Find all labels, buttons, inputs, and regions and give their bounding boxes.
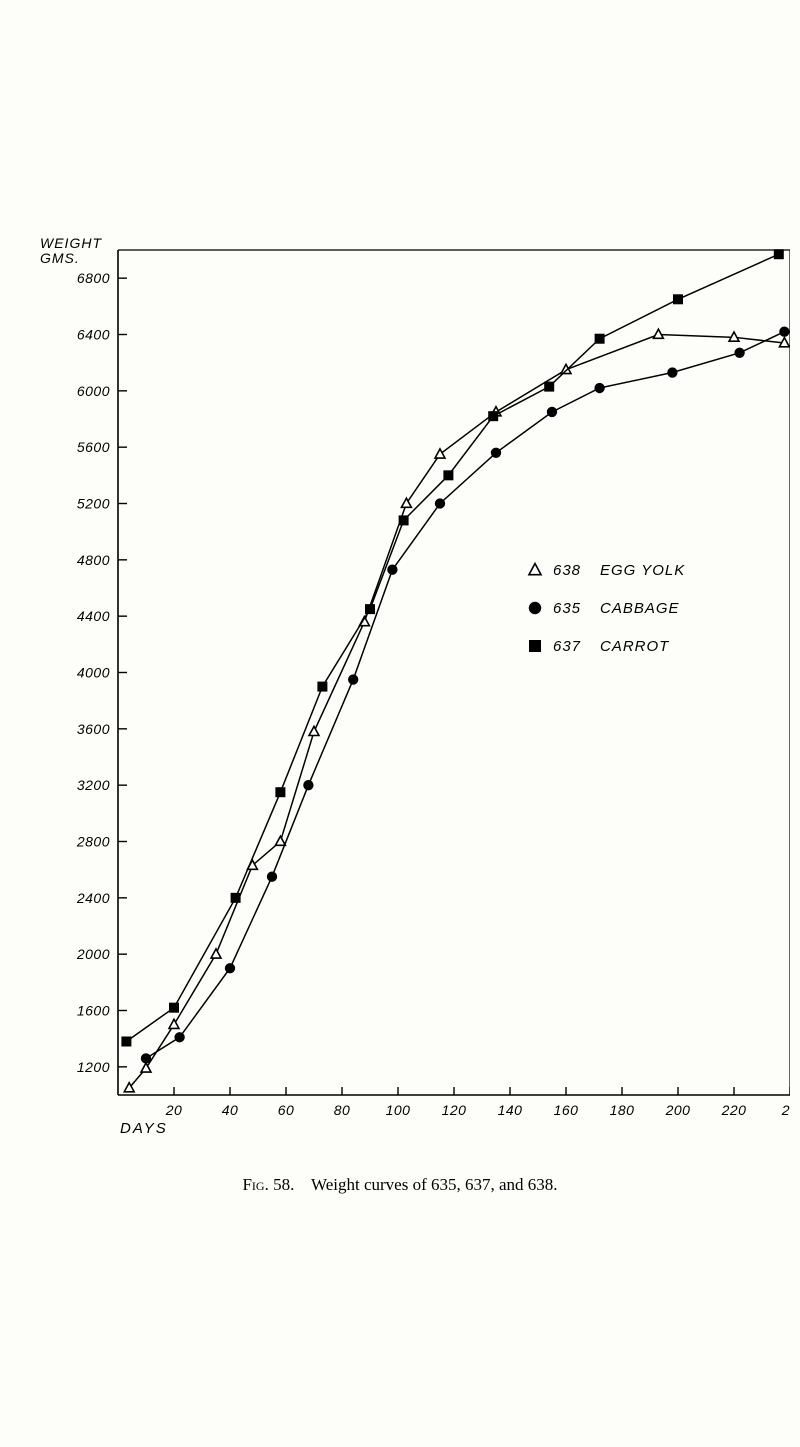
x-tick-label: 20 [165, 1102, 183, 1118]
x-tick-label: 60 [278, 1102, 295, 1118]
y-tick-label: 1600 [77, 1003, 110, 1019]
figure-caption: Fig. 58. Weight curves of 635, 637, and … [0, 1175, 800, 1195]
y-tick-label: 2400 [76, 890, 110, 906]
y-tick-label: 4000 [77, 665, 110, 681]
legend-desc-638: EGG YOLK [600, 562, 685, 579]
y-tick-label: 6800 [77, 270, 110, 286]
y-tick-label: 5200 [77, 496, 110, 512]
x-axis-title: DAYS [120, 1120, 168, 1137]
x-tick-label: 160 [554, 1102, 579, 1118]
y-tick-label: 2800 [76, 834, 110, 850]
y-tick-label: 4400 [77, 608, 110, 624]
y-tick-label: 4800 [77, 552, 110, 568]
y-tick-label: 3200 [77, 777, 110, 793]
legend-desc-635: CABBAGE [600, 600, 680, 617]
x-tick-label: 140 [498, 1102, 523, 1118]
y-tick-label: 6400 [77, 327, 110, 343]
legend-id-637: 637 [553, 638, 581, 655]
series-line-635 [146, 332, 784, 1059]
legend-id-638: 638 [553, 562, 581, 579]
legend-id-635: 635 [553, 600, 581, 617]
caption-text: Weight curves of 635, 637, and 638. [311, 1175, 558, 1194]
y-tick-label: 6000 [77, 383, 110, 399]
y-tick-label: 2000 [76, 946, 110, 962]
legend-desc-637: CARROT [600, 638, 670, 655]
chart-svg: 1200 1600 2000 2400 2800 3200 3600 4000 4400 4800… [60, 240, 790, 1140]
series-line-637 [126, 254, 778, 1041]
x-tick-label: 180 [610, 1102, 635, 1118]
caption-prefix: Fig. 58. [242, 1175, 294, 1194]
x-tick-label: 24 [781, 1102, 790, 1118]
y-tick-label: 3600 [77, 721, 110, 737]
x-tick-label: 220 [721, 1102, 747, 1118]
series-line-638 [129, 335, 784, 1088]
x-tick-label: 120 [442, 1102, 467, 1118]
y-tick-label: 5600 [77, 439, 110, 455]
x-tick-label: 100 [386, 1102, 411, 1118]
chart-container: 1200 1600 2000 2400 2800 3200 3600 4000 4400 4800… [60, 240, 790, 1140]
x-tick-label: 80 [334, 1102, 351, 1118]
y-tick-label: 1200 [77, 1059, 110, 1075]
x-tick-label: 200 [665, 1102, 691, 1118]
x-tick-label: 40 [222, 1102, 239, 1118]
page: { "chart": { "type": "line", "xlim": [0,… [0, 0, 800, 1447]
